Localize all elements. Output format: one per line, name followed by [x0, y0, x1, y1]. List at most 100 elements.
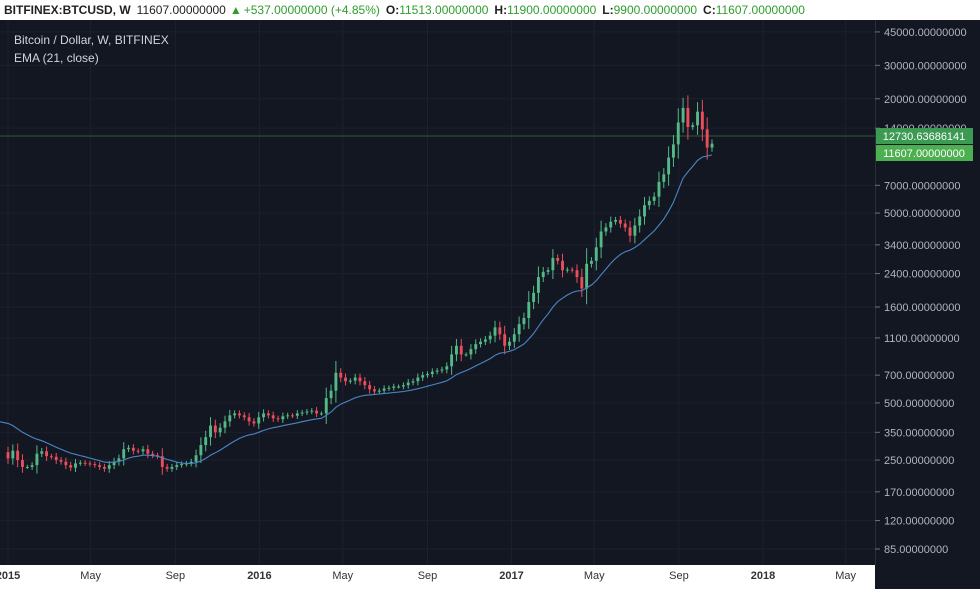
candle-body: [93, 464, 97, 466]
candle-body: [508, 341, 511, 346]
candle-body: [580, 277, 584, 289]
price-axis[interactable]: [875, 20, 980, 589]
ema-value-label-text: 12730.63686141: [883, 131, 966, 143]
candle-body: [127, 447, 130, 450]
candle-body: [151, 453, 155, 456]
price-tick-label: 1600.00000000: [884, 302, 960, 314]
candle-body: [339, 372, 343, 378]
price-tick-label: 1100.00000000: [884, 333, 960, 345]
price-tick-label: 250.00000000: [884, 455, 954, 467]
candle-body: [35, 453, 39, 466]
candle-body: [310, 410, 314, 412]
candle-body: [411, 381, 415, 383]
candle-body: [430, 371, 434, 374]
candle-body: [319, 413, 323, 415]
candle-body: [286, 415, 290, 417]
candle-body: [512, 334, 516, 342]
candle-body: [387, 387, 391, 389]
candle-body: [6, 452, 10, 459]
time-tick-label: 2017: [499, 570, 523, 582]
candle-body: [397, 386, 401, 388]
candle-body: [401, 385, 405, 387]
candle-body: [228, 415, 232, 422]
candle-body: [74, 463, 77, 468]
candle-body: [368, 385, 372, 390]
candle-body: [696, 111, 699, 126]
candle-body: [189, 461, 193, 464]
last-price-value: 11607.00000000: [136, 3, 226, 17]
candle-body: [45, 451, 49, 457]
legend-indicator[interactable]: EMA (21, close): [14, 51, 99, 65]
change-value: +537.00000000 (+4.85%): [243, 3, 380, 17]
legend-title[interactable]: Bitcoin / Dollar, W, BITFINEX: [14, 33, 169, 47]
candle-body: [503, 334, 507, 346]
candle-body: [223, 421, 227, 428]
candle-body: [373, 389, 376, 392]
candle-body: [49, 456, 53, 458]
time-tick-label: May: [835, 570, 856, 582]
candle-body: [266, 413, 270, 416]
candle-body: [483, 339, 487, 342]
candle-body: [247, 417, 251, 422]
candle-body: [344, 377, 347, 382]
candle-body: [633, 225, 637, 236]
candle-body: [238, 413, 241, 416]
candle-body: [710, 143, 714, 148]
candle-body: [426, 373, 429, 376]
candle-body: [21, 460, 24, 467]
candle-body: [575, 270, 579, 278]
candle-body: [78, 462, 82, 464]
candle-body: [676, 122, 680, 145]
plot-area[interactable]: [0, 20, 875, 565]
price-axis-labels: 45000.00000000 30000.00000000 20000.000000…: [875, 27, 967, 556]
candle-body: [257, 417, 261, 424]
price-tick-label: 500.00000000: [884, 398, 954, 410]
candle-body: [213, 425, 217, 433]
candle-body: [469, 349, 473, 355]
candle-body: [112, 461, 116, 466]
candle-body: [450, 354, 454, 367]
candle-body: [628, 227, 632, 236]
candle-body: [98, 465, 102, 467]
candle-body: [546, 270, 550, 272]
candle-body: [604, 227, 608, 232]
candle-body: [170, 466, 174, 469]
candle-body: [705, 129, 709, 148]
candle-body: [204, 437, 208, 446]
open-label: O:: [385, 3, 400, 17]
last-price-label-bg: [876, 145, 973, 162]
candle-body: [281, 416, 285, 420]
candle-body: [638, 216, 642, 226]
time-tick-label: 2015: [0, 570, 20, 582]
price-tick-label: 350.00000000: [884, 427, 954, 439]
candle-body: [175, 465, 179, 467]
candle-body: [657, 181, 661, 197]
candle-body: [262, 413, 266, 418]
candle-body: [209, 425, 212, 438]
candle-body: [199, 445, 203, 456]
candle-body: [242, 415, 246, 418]
symbol-title[interactable]: BITFINEX:BTCUSD, W: [4, 3, 131, 17]
symbol-header: BITFINEX:BTCUSD, W 11607.00000000 ▲ +537.00…: [0, 0, 980, 20]
candle-body: [329, 390, 333, 399]
price-chart[interactable]: 45000.00000000 30000.00000000 20000.000000…: [0, 20, 980, 589]
candle-body: [117, 458, 121, 462]
time-tick-label: May: [332, 570, 353, 582]
candle-body: [271, 415, 275, 419]
candle-body: [561, 260, 564, 271]
time-axis-labels: 2015 May Sep 2016 May Sep 2017 May Sep 2018 May: [0, 570, 857, 582]
candle-body: [445, 366, 449, 370]
candle-body: [406, 382, 410, 386]
candle-body: [218, 427, 222, 433]
time-axis[interactable]: [0, 565, 875, 589]
candle-body: [421, 375, 425, 378]
candle-body: [662, 174, 666, 182]
candle-body: [590, 260, 593, 264]
candle-body: [454, 345, 458, 355]
low-label: L:: [602, 3, 614, 17]
candle-body: [107, 465, 111, 469]
candle-body: [252, 421, 256, 424]
candle-body: [334, 372, 338, 391]
time-tick-label: Sep: [669, 570, 689, 582]
candle-body: [623, 223, 627, 228]
